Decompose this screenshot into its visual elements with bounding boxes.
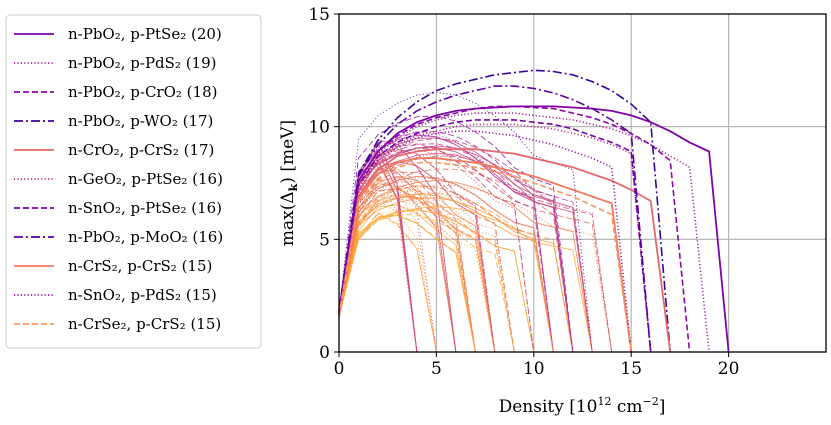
x-tick-label: 20 [718,359,740,379]
x-axis-label-unit-exp: −2 [643,395,659,408]
background-curve [338,152,593,353]
plot-area: 0 5 10 15 20 0 5 10 15 [308,5,827,379]
x-axis-label-close: ] [659,397,666,417]
background-curve [338,185,554,353]
background-curve [338,168,613,353]
background-curve [338,187,476,353]
legend-label: n-SnO₂, p-PtSe₂ (16) [68,199,222,217]
x-tick-label: 5 [431,359,442,379]
y-axis-label-unit: ) [meV] [278,120,298,184]
legend-label: n-PbO₂, p-CrO₂ (18) [68,83,217,101]
series-line-3 [338,69,671,353]
plot-frame [338,13,827,353]
legend-label: n-GeO₂, p-PtSe₂ (16) [68,170,223,188]
series-line-4 [338,148,672,353]
background-curve [338,177,476,353]
x-axis-label-unit: cm [612,397,643,417]
background-curve [338,171,515,353]
legend-label: n-PbO₂, p-PtSe₂ (20) [68,25,222,43]
legend-label: n-PbO₂, p-MoO₂ (16) [68,228,223,246]
y-tick-label: 10 [308,118,330,138]
background-curve [338,183,476,353]
background-curve [338,176,418,353]
legend-label: n-CrS₂, p-CrS₂ (15) [68,257,212,275]
background-curve [338,190,515,353]
background-curve [338,153,613,353]
background-curve [338,155,613,353]
y-tick-label: 0 [319,343,330,363]
x-tick-label: 10 [523,359,545,379]
series-line-7 [338,85,652,353]
y-axis-label: max(Δk) [meV] [278,120,300,246]
background-curve [338,209,496,353]
background-curve [338,134,554,353]
background-curve [338,209,535,353]
background-curve [338,160,496,353]
series-line-8 [338,157,633,353]
background-curve [338,176,496,353]
x-axis-label-text: Density [10 [499,397,598,417]
background-curve [338,158,437,353]
y-tick-label: 15 [308,5,330,25]
background-curve [338,181,515,353]
legend-label: n-SnO₂, p-PdS₂ (15) [68,286,217,304]
y-axis-label-text: max(Δ [278,191,298,246]
x-tick-label: 15 [620,359,642,379]
x-tick-label: 0 [334,359,345,379]
series-curves [338,69,730,353]
series-line-0 [338,105,730,353]
background-curve [338,188,476,353]
background-curve [338,91,593,353]
y-tick-label: 5 [319,230,330,250]
background-curve [338,199,437,353]
legend-label: n-PbO₂, p-PdS₂ (19) [68,54,216,72]
legend-label: n-CrO₂, p-CrS₂ (17) [68,141,214,159]
background-curve [338,193,554,353]
background-curve [338,149,496,353]
x-axis-label: Density [1012 cm−2] [499,395,666,417]
x-axis-label-exp: 12 [598,395,612,408]
background-curve [338,146,574,353]
background-curve [338,180,593,353]
background-curve [338,206,593,353]
legend-box [5,14,262,349]
y-axis-label-sub: k [287,183,300,191]
background-curve [338,131,554,353]
background-curve [338,197,496,353]
axis-ticks: 0 5 10 15 20 0 5 10 15 [308,5,739,379]
series-line-10 [338,161,632,353]
series-line-6 [338,119,652,353]
legend: n-PbO₂, p-PtSe₂ (20) n-PbO₂, p-PdS₂ (19) n… [5,14,262,349]
background-curve [338,204,476,353]
legend-label: n-PbO₂, p-WO₂ (17) [68,112,213,130]
background-curve [338,196,515,353]
background-curve [338,176,554,353]
legend-label: n-CrSe₂, p-CrS₂ (15) [68,315,221,333]
background-curve [338,115,574,353]
background-curve [338,214,515,353]
